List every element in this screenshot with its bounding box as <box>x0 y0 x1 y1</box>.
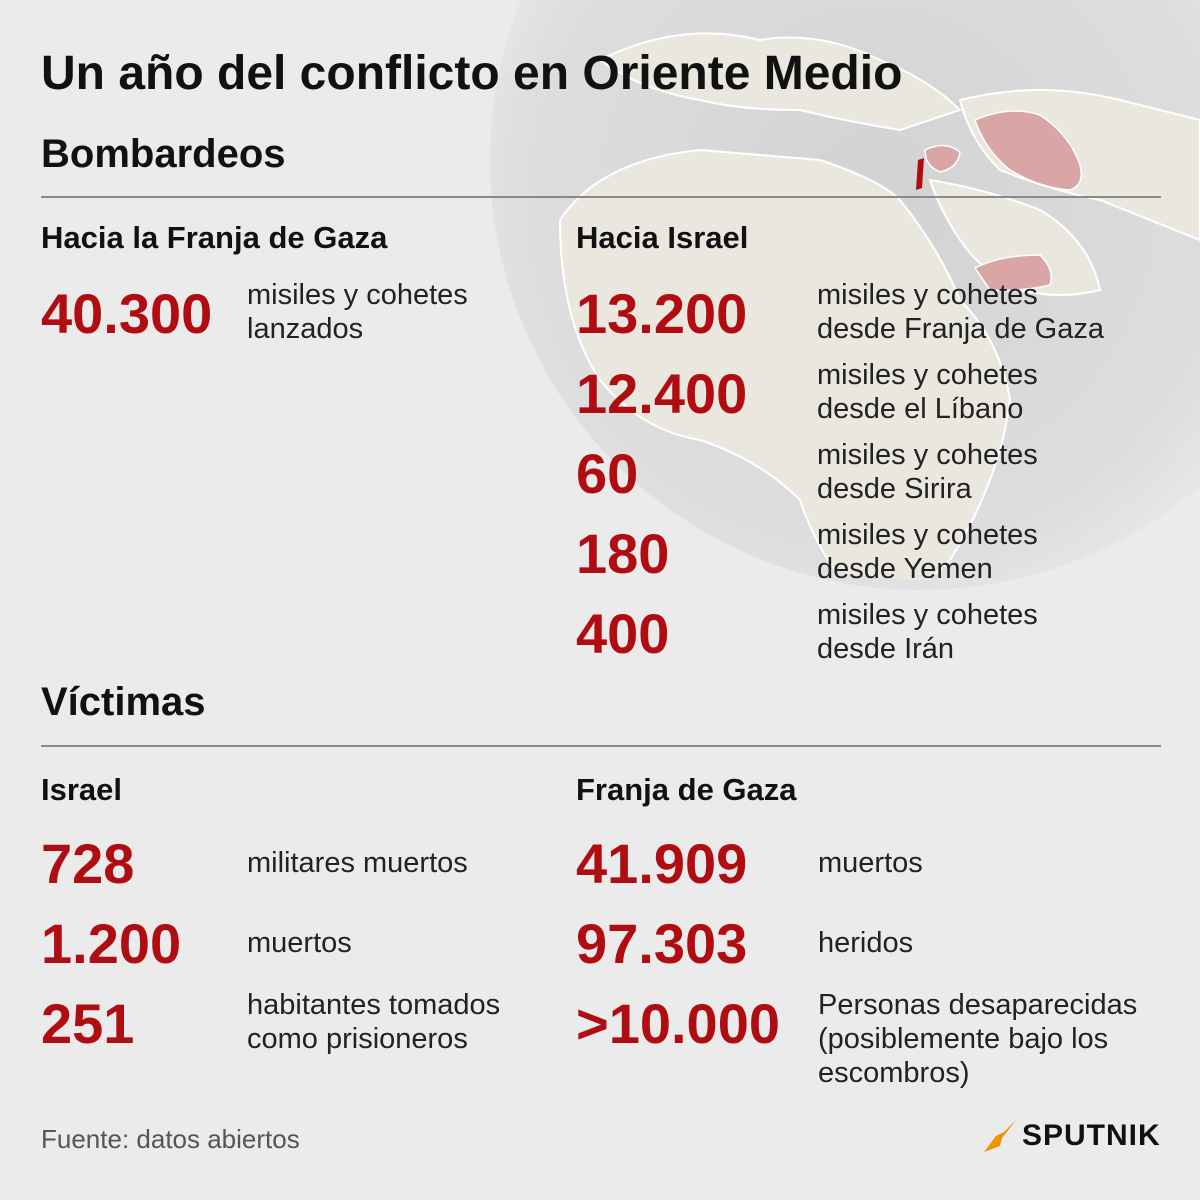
divider <box>41 196 1161 198</box>
stat-label: muertos <box>247 926 352 960</box>
column-heading-gaza: Franja de Gaza <box>576 772 797 807</box>
stat-label-line: misiles y cohetes <box>817 439 1038 471</box>
stat-label-line: misiles y cohetes <box>817 599 1038 631</box>
source-note: Fuente: datos abiertos <box>41 1124 300 1154</box>
stat-label-line: Personas desaparecidas <box>818 989 1138 1021</box>
stat-label: misiles y cohetes desde Yemen <box>817 518 1038 586</box>
stat-value: 180 <box>576 522 670 585</box>
stat-value: 1.200 <box>41 912 182 975</box>
stat-label-line: misiles y cohetes <box>817 279 1038 311</box>
stat-value: 41.909 <box>576 832 748 895</box>
stat-label: misiles y cohetes desde Irán <box>817 598 1038 666</box>
stat-label-line: desde Sirira <box>817 473 972 505</box>
stat-value: 40.300 <box>41 282 213 345</box>
column-heading-gaza: Hacia la Franja de Gaza <box>41 220 388 255</box>
stat-value: 400 <box>576 602 670 665</box>
stat-value: 60 <box>576 442 639 505</box>
stat-value: 12.400 <box>576 362 748 425</box>
stat-label: muertos <box>818 846 923 880</box>
stat-value: 251 <box>41 992 135 1055</box>
brand-name: SPUTNIK <box>1022 1119 1161 1152</box>
stat-label: misiles y cohetes desde Franja de Gaza <box>817 278 1104 346</box>
arabia-shape <box>928 178 1102 296</box>
column-heading-israel: Hacia Israel <box>576 220 749 255</box>
africa-shape <box>558 148 1012 580</box>
stat-label-line: desde el Líbano <box>817 393 1024 425</box>
land-shapes <box>558 32 1200 580</box>
sputnik-rocket-icon <box>984 1120 1016 1152</box>
stat-label-line: misiles y cohetes <box>817 519 1038 551</box>
syria-lebanon-shape <box>924 144 961 173</box>
stat-label: Personas desaparecidas (posiblemente baj… <box>818 988 1137 1090</box>
section-heading-victimas: Víctimas <box>41 680 206 724</box>
stat-label-line: escombros) <box>818 1057 970 1089</box>
stat-label-line: habitantes tomados <box>247 989 501 1021</box>
stat-label: militares muertos <box>247 846 468 880</box>
stat-label-line: heridos <box>818 927 914 959</box>
stat-label-line: muertos <box>818 847 923 879</box>
divider <box>41 745 1161 747</box>
stat-value: 97.303 <box>576 912 748 975</box>
stat-value: 728 <box>41 832 135 895</box>
stat-value: 13.200 <box>576 282 748 345</box>
stat-label: misiles y cohetes desde el Líbano <box>817 358 1038 426</box>
stat-label-line: (posiblemente bajo los <box>818 1023 1109 1055</box>
stat-label-line: misiles y cohetes <box>817 359 1038 391</box>
column-heading-israel: Israel <box>41 772 123 807</box>
stat-label-line: militares muertos <box>247 847 468 879</box>
stat-label-line: muertos <box>247 927 352 959</box>
yemen-shape <box>973 254 1052 292</box>
stat-label: heridos <box>818 926 913 960</box>
stat-label-line: misiles y cohetes <box>247 279 468 311</box>
section-heading-bombardeos: Bombardeos <box>41 132 286 176</box>
sputnik-logo: SPUTNIK <box>982 1118 1161 1154</box>
israel-shape <box>916 158 924 190</box>
page-title: Un año del conflicto en Oriente Medio <box>41 47 903 100</box>
stat-label-line: como prisioneros <box>247 1023 468 1055</box>
stat-label-line: desde Yemen <box>817 553 993 585</box>
iran-shape <box>974 110 1082 191</box>
stat-label: misiles y cohetes desde Sirira <box>817 438 1038 506</box>
stat-label-line: lanzados <box>247 313 364 345</box>
europe-shape <box>598 32 962 132</box>
stat-label-line: desde Irán <box>817 633 955 665</box>
stat-label-line: desde Franja de Gaza <box>817 313 1104 345</box>
stat-label: misiles y cohetes lanzados <box>247 278 468 346</box>
stat-value: >10.000 <box>576 992 780 1055</box>
stat-label: habitantes tomados como prisioneros <box>247 988 500 1056</box>
